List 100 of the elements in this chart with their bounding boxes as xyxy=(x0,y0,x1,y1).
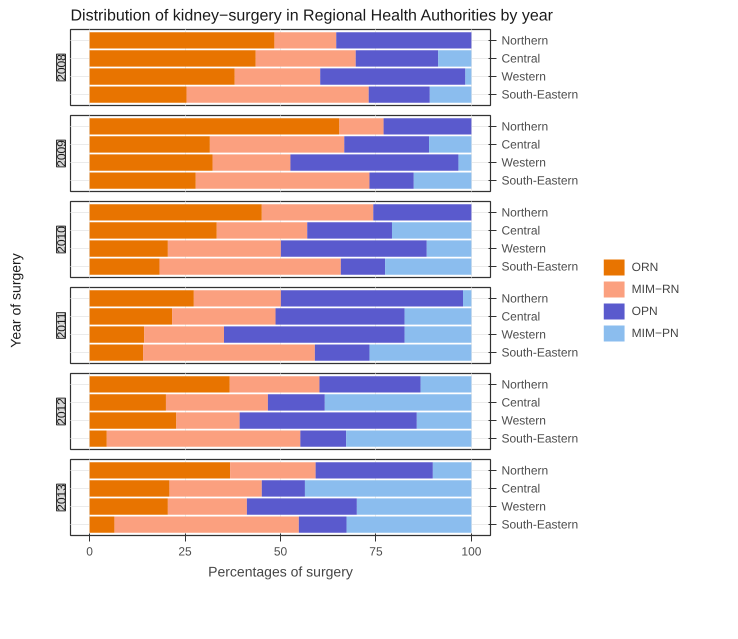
bar xyxy=(90,50,256,67)
bar xyxy=(90,480,170,497)
bar xyxy=(268,394,325,411)
bar xyxy=(420,376,472,392)
bar xyxy=(404,308,472,325)
bar xyxy=(144,326,224,343)
bar xyxy=(340,258,386,275)
chart-title: Distribution of kidney−surgery in Regional Health Authorities by year xyxy=(70,8,554,24)
y-tick-label: Central xyxy=(502,137,540,152)
y-tick-label: Northern xyxy=(502,119,548,134)
bar xyxy=(186,86,369,103)
bar xyxy=(416,412,472,429)
bar xyxy=(392,222,472,239)
bar xyxy=(90,516,114,533)
y-axis-title: 2008 xyxy=(54,54,68,81)
bar xyxy=(216,222,308,239)
bar xyxy=(346,430,472,447)
bar xyxy=(300,430,346,447)
bar xyxy=(90,154,213,171)
bar xyxy=(404,326,472,343)
y-axis-title: 2009 xyxy=(54,140,68,167)
bar xyxy=(262,204,374,220)
bar xyxy=(90,308,172,325)
y-tick-label: Central xyxy=(502,51,540,66)
bar xyxy=(344,136,430,153)
bar xyxy=(356,498,472,515)
bar xyxy=(90,136,210,153)
bar xyxy=(458,154,472,171)
x-tick-label: 25 xyxy=(178,544,192,558)
y-tick-label: Central xyxy=(502,481,540,496)
x-axis-title: Percentages of surgery xyxy=(208,564,353,580)
bar xyxy=(212,154,290,171)
y-tick-label: Western xyxy=(502,500,546,514)
bar xyxy=(429,136,472,153)
x-tick-label: 100 xyxy=(461,544,482,558)
y-axis-title: 2011 xyxy=(54,312,68,338)
bar xyxy=(168,240,281,257)
bar xyxy=(106,430,300,447)
bar xyxy=(276,308,405,325)
bar xyxy=(319,376,421,392)
bar xyxy=(240,412,417,429)
bar xyxy=(274,32,336,48)
y-tick-label: Western xyxy=(502,328,546,342)
legend-label: ORN xyxy=(632,260,658,274)
text: Year of surgery xyxy=(8,253,24,348)
bar xyxy=(356,50,438,67)
y-axis-title: 2013 xyxy=(54,484,68,511)
y-tick-label: Western xyxy=(502,242,546,256)
bar xyxy=(90,498,168,515)
bar xyxy=(463,290,472,306)
y-tick-label: South-Eastern xyxy=(502,518,578,532)
bar xyxy=(385,258,472,275)
bar xyxy=(234,68,320,85)
bar xyxy=(90,172,196,189)
bar xyxy=(90,240,168,257)
bar xyxy=(90,394,166,411)
bar xyxy=(90,412,176,429)
y-axis-title: 2010 xyxy=(54,226,68,253)
y-tick-label: Northern xyxy=(502,291,548,306)
y-tick-label: Northern xyxy=(502,463,548,478)
bar xyxy=(373,204,472,220)
bar xyxy=(346,516,472,533)
legend-label: MIM−PN xyxy=(632,326,679,340)
y-tick-label: South-Eastern xyxy=(502,88,578,102)
bar xyxy=(280,290,464,306)
bar xyxy=(143,344,315,361)
bar xyxy=(369,172,414,189)
bar xyxy=(168,498,247,515)
bar xyxy=(90,290,194,306)
bar xyxy=(210,136,344,153)
bar xyxy=(90,258,160,275)
y-tick-label: Northern xyxy=(502,377,548,392)
y-tick-label: Western xyxy=(502,70,546,84)
bar xyxy=(368,86,430,103)
bar xyxy=(172,308,276,325)
bar xyxy=(196,172,370,189)
bar xyxy=(316,462,433,478)
bar xyxy=(176,412,240,429)
bar xyxy=(369,344,472,361)
bar xyxy=(280,240,427,257)
bar xyxy=(90,68,235,85)
bar xyxy=(90,326,144,343)
bar xyxy=(224,326,405,343)
bar xyxy=(324,394,472,411)
bar xyxy=(298,516,347,533)
y-tick-label: Northern xyxy=(502,33,548,48)
y-tick-label: South-Eastern xyxy=(502,346,578,360)
bar xyxy=(430,86,472,103)
bar xyxy=(90,86,187,103)
bar xyxy=(246,498,357,515)
bar xyxy=(314,344,370,361)
y-tick-label: South-Eastern xyxy=(502,174,578,188)
x-tick-label: 50 xyxy=(274,544,288,558)
bar xyxy=(194,290,281,306)
bar xyxy=(90,32,274,48)
y-tick-label: Central xyxy=(502,223,540,238)
bar xyxy=(339,118,384,134)
bar xyxy=(90,430,107,447)
legend-label: OPN xyxy=(632,304,658,318)
bar xyxy=(336,32,472,48)
